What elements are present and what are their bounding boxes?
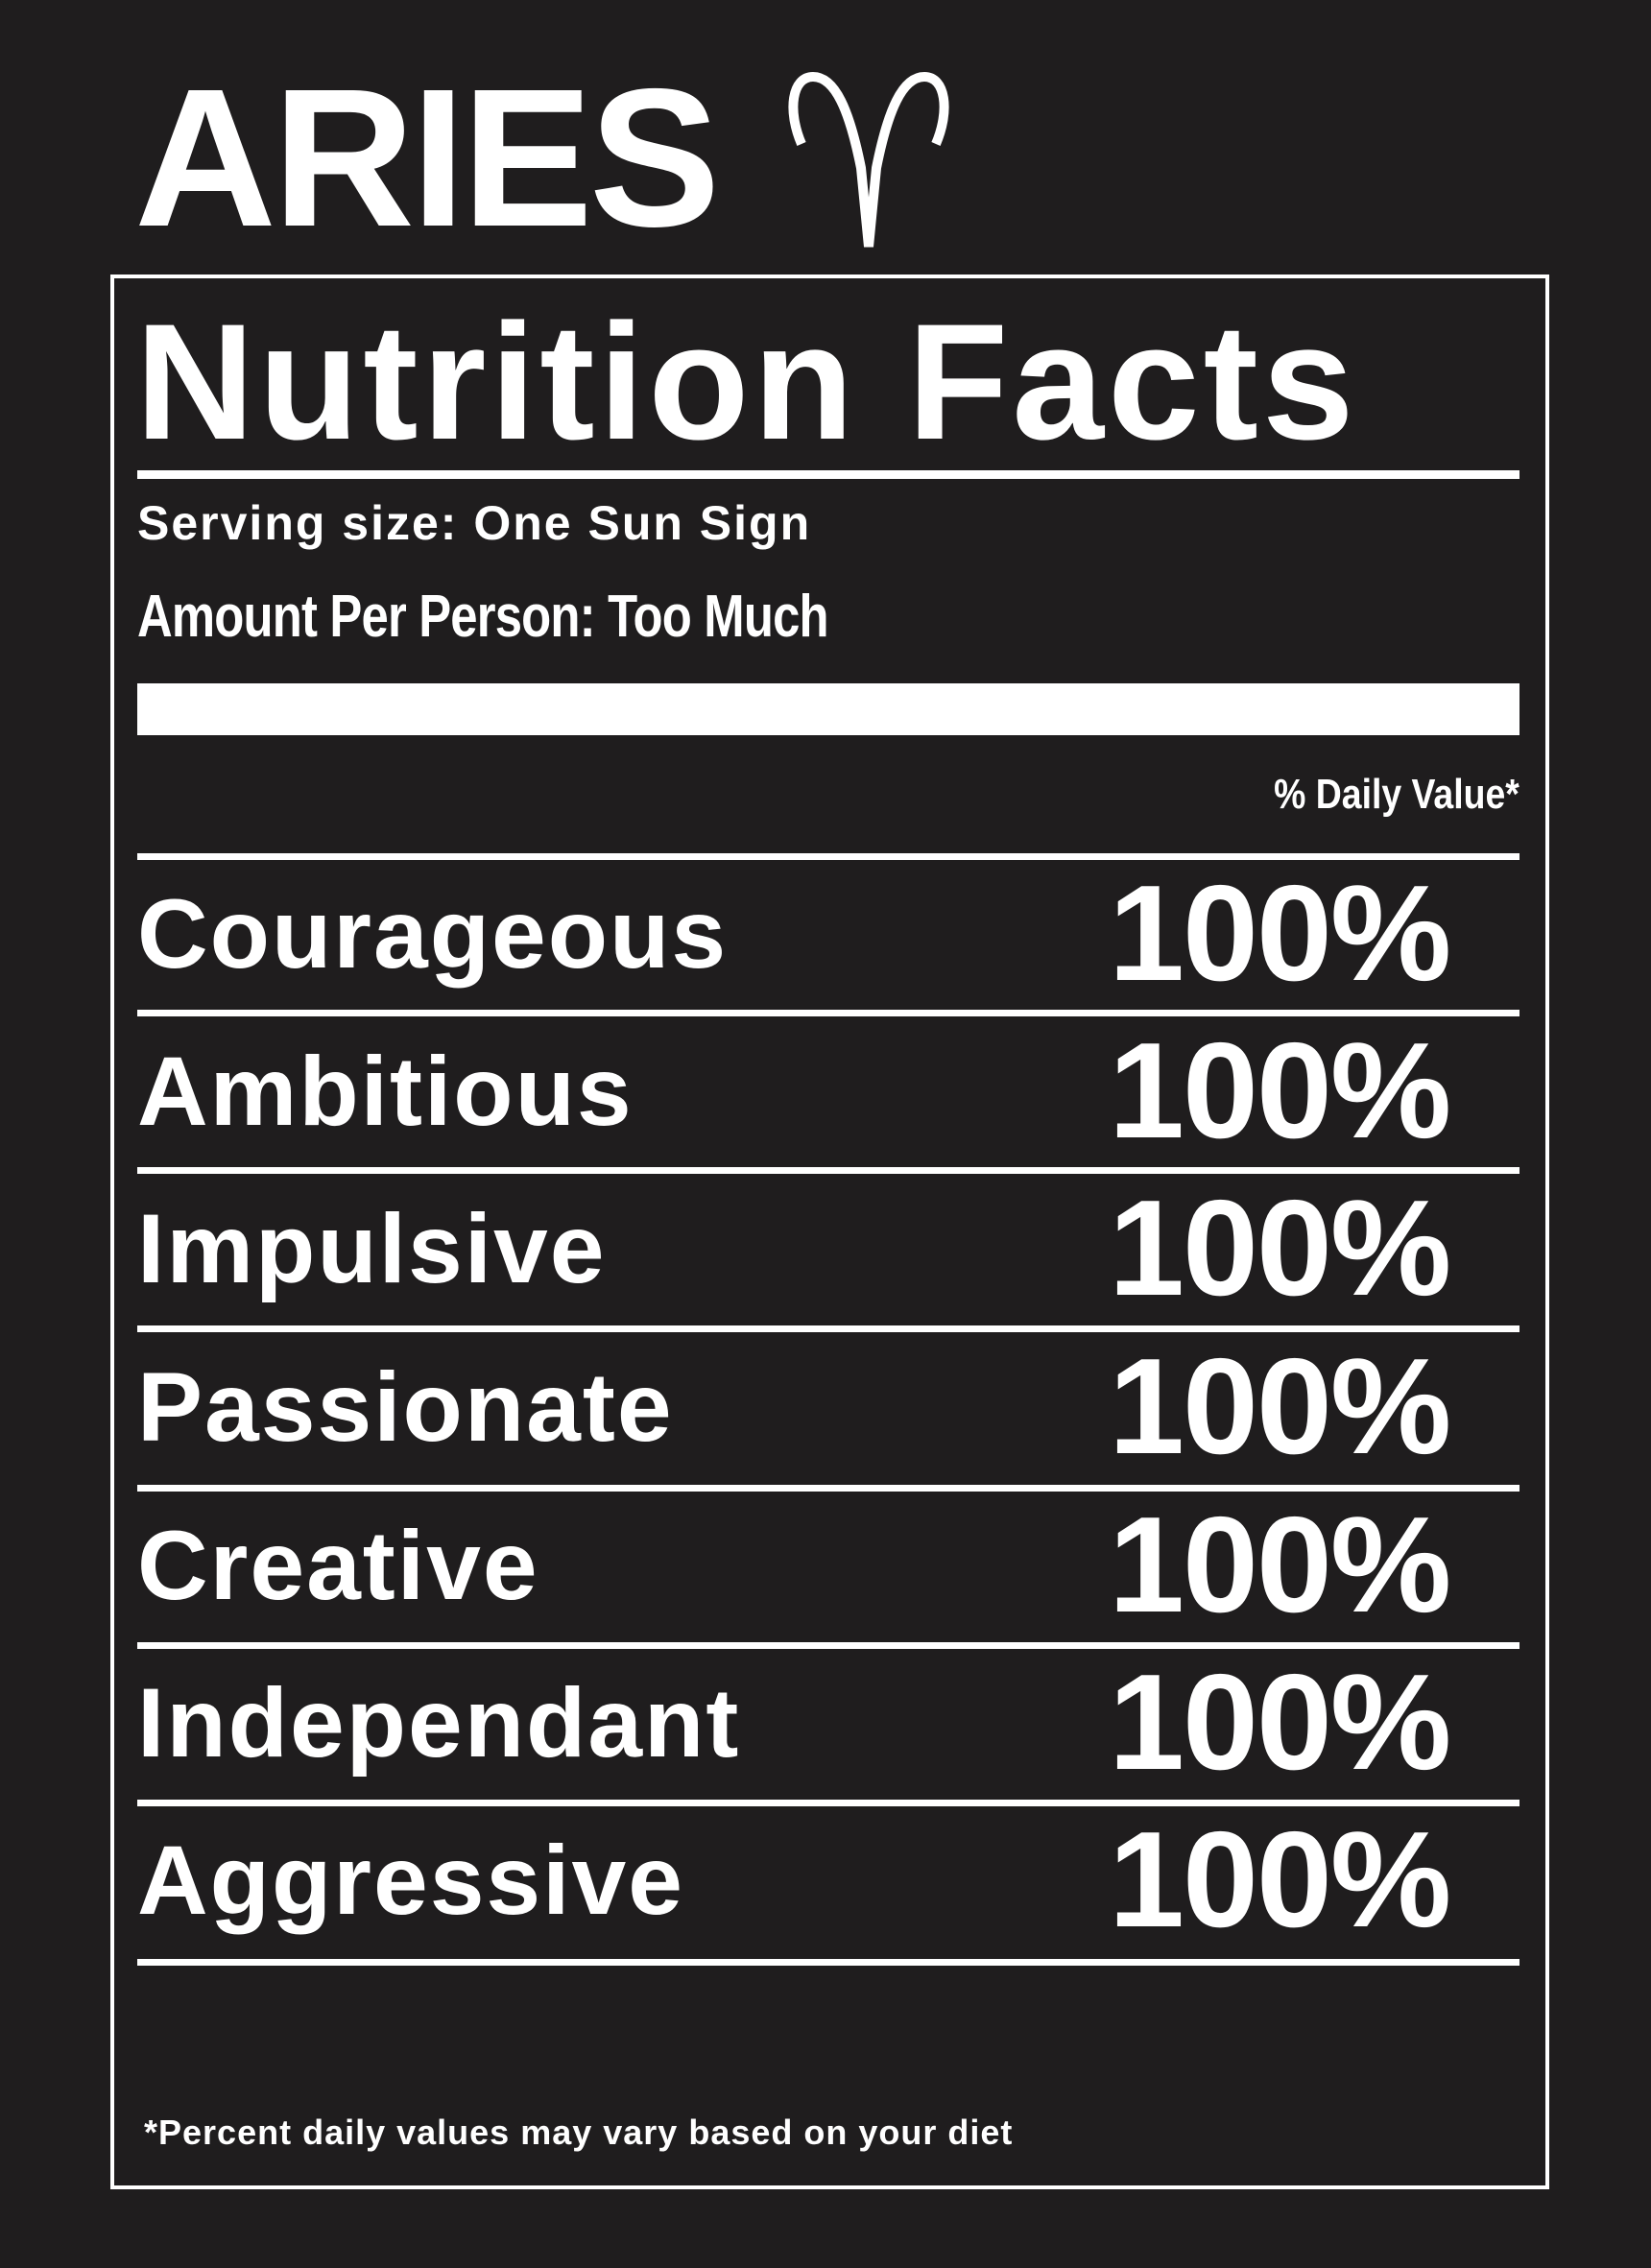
footnote: *Percent daily values may vary based on … xyxy=(144,2113,1014,2152)
nutrition-label-box xyxy=(110,275,1549,2189)
nutrient-row: Impulsive 100% xyxy=(137,1171,1519,1328)
nutrient-name: Passionate xyxy=(137,1352,674,1462)
nutrient-row: Aggressive 100% xyxy=(137,1802,1519,1960)
divider xyxy=(137,1010,1519,1016)
nutrient-name: Independant xyxy=(137,1668,741,1778)
divider xyxy=(137,1800,1519,1806)
nutrient-value: 100% xyxy=(1109,1015,1451,1167)
nutrient-value: 100% xyxy=(1109,857,1451,1010)
divider xyxy=(137,853,1519,860)
amount-per-person: Amount Per Person: Too Much xyxy=(137,584,829,650)
nutrient-row: Ambitious 100% xyxy=(137,1014,1519,1171)
nutrient-name: Aggressive xyxy=(137,1826,684,1935)
nutrient-value: 100% xyxy=(1109,1172,1451,1325)
daily-value-header: % Daily Value* xyxy=(1274,771,1519,818)
divider xyxy=(137,1167,1519,1174)
nutrient-row: Courageous 100% xyxy=(137,856,1519,1014)
serving-size: Serving size: One Sun Sign xyxy=(137,496,812,550)
nutrient-name: Impulsive xyxy=(137,1194,607,1303)
nutrient-row: Passionate 100% xyxy=(137,1329,1519,1487)
nutrient-name: Ambitious xyxy=(137,1037,634,1146)
divider xyxy=(137,1959,1519,1966)
nutrient-value: 100% xyxy=(1109,1803,1451,1956)
nutrient-row: Independant 100% xyxy=(137,1645,1519,1802)
aries-symbol-icon xyxy=(788,72,949,248)
nutrient-value: 100% xyxy=(1109,1330,1451,1483)
sign-title: ARIES xyxy=(134,48,721,268)
nutrient-row: Creative 100% xyxy=(137,1488,1519,1645)
label-title: Nutrition Facts xyxy=(135,290,1358,474)
divider xyxy=(137,1485,1519,1492)
nutrient-value: 100% xyxy=(1109,1646,1451,1799)
nutrient-name: Creative xyxy=(137,1511,539,1620)
thick-divider xyxy=(137,683,1519,735)
divider xyxy=(137,470,1519,479)
nutrient-value: 100% xyxy=(1109,1489,1451,1641)
divider xyxy=(137,1325,1519,1332)
nutrient-name: Courageous xyxy=(137,879,729,989)
divider xyxy=(137,1642,1519,1649)
